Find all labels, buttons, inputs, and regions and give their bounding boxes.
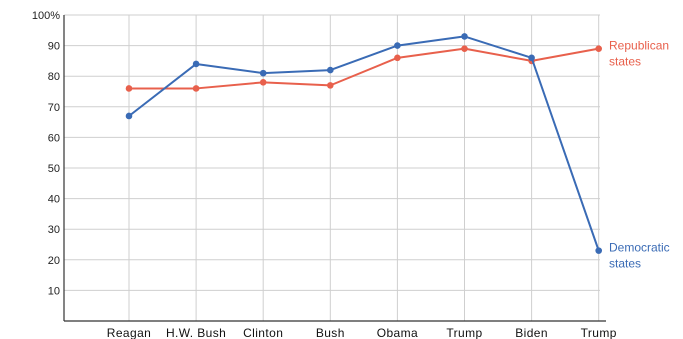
axes: [63, 15, 606, 322]
x-tick-label: H.W. Bush: [166, 326, 226, 339]
y-tick-label: 50: [48, 163, 60, 175]
y-tick-label: 70: [48, 102, 60, 114]
democratic-data-point: [259, 69, 267, 77]
y-tick-label: 90: [48, 41, 60, 53]
republican-data-point: [125, 85, 133, 92]
democratic-data-point: [125, 112, 133, 120]
x-tick-label: Biden: [515, 326, 548, 339]
democratic-data-point: [327, 66, 334, 74]
x-tick-label: Reagan: [107, 326, 151, 339]
series-group: [125, 33, 602, 254]
x-tick-label: Trump: [581, 326, 617, 339]
y-tick-label: 20: [48, 255, 60, 267]
republican-data-point: [327, 82, 334, 89]
democratic-data-point: [528, 54, 535, 62]
x-tick-label: Trump: [446, 326, 482, 339]
republican-series-label: Republican states: [609, 39, 669, 69]
labels: 10 20 30 40 50 60 70 80 90 100% Reagan H.W. Bush Cli…: [32, 10, 670, 339]
y-tick-label: 10: [48, 285, 60, 297]
y-tick-label: 30: [48, 224, 60, 236]
republican-data-point: [192, 85, 200, 92]
republican-data-point: [259, 79, 267, 86]
democratic-data-point: [595, 247, 602, 254]
democratic-data-point: [192, 60, 200, 68]
republican-data-point: [394, 54, 401, 62]
democratic-series-label: Democratic states: [609, 241, 670, 271]
democratic-data-point: [461, 33, 468, 40]
grid: [64, 14, 600, 321]
republican-data-point: [461, 45, 468, 52]
y-tick-label: 100%: [32, 10, 60, 22]
y-tick-label: 40: [48, 194, 60, 206]
y-tick-label: 80: [48, 71, 60, 83]
x-tick-label: Bush: [316, 326, 345, 339]
democratic-data-point: [394, 42, 401, 49]
democratic-series-line: [128, 35, 600, 251]
y-tick-label: 60: [48, 132, 60, 144]
x-tick-label: Clinton: [243, 326, 283, 339]
republican-series-line: [129, 47, 599, 90]
x-tick-label: Obama: [377, 326, 418, 339]
republican-data-point: [595, 45, 602, 52]
